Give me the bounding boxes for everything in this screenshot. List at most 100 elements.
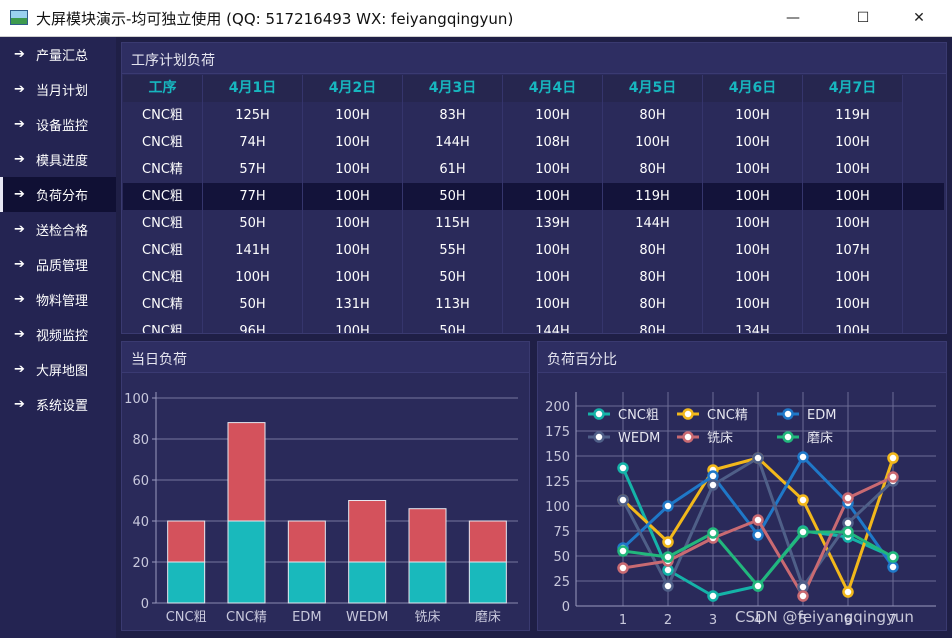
sidebar-item-7[interactable]: ➔ 物料管理 (0, 282, 116, 317)
sidebar-item-label: 大屏地图 (36, 364, 89, 379)
legend-label: WEDM (618, 431, 660, 446)
sidebar-item-5[interactable]: ➔ 送检合格 (0, 212, 116, 247)
sidebar-item-label: 设备监控 (36, 119, 89, 134)
legend-label: CNC粗 (618, 408, 659, 423)
table-row[interactable]: CNC粗 77H 100H 50H 100H 119H 100H 100H (123, 183, 944, 210)
table-cell: 96H (203, 318, 303, 333)
table-row[interactable]: CNC粗 96H 100H 50H 144H 80H 134H 100H (123, 318, 944, 333)
table-cell: 119H (603, 183, 703, 210)
table-cell: 144H (503, 318, 603, 333)
bar-segment (348, 561, 387, 604)
table-cell: CNC粗 (123, 237, 203, 264)
series-point (842, 586, 854, 598)
sidebar-item-9[interactable]: ➔ 大屏地图 (0, 352, 116, 387)
table-cell: 50H (403, 183, 503, 210)
table-cell: 100H (303, 129, 403, 156)
table-cell: 100H (803, 129, 903, 156)
series-point (707, 527, 719, 539)
series-point (707, 479, 719, 491)
table-cell: 100H (303, 183, 403, 210)
table-cell: 100H (303, 102, 403, 129)
table-header-cell[interactable]: 工序 (123, 75, 203, 102)
bar-y-tick-label: 20 (132, 556, 149, 571)
table-cell: 100H (503, 183, 603, 210)
line-x-tick-label: 2 (664, 613, 672, 628)
table-row[interactable]: CNC粗 100H 100H 50H 100H 80H 100H 100H (123, 264, 944, 291)
plan-table[interactable]: 工序 4月1日 4月2日 4月3日 4月4日 4月5日 4月6日 4月7日 CNC粗 125H 10… (123, 75, 944, 333)
table-header-cell[interactable]: 4月2日 (303, 75, 403, 102)
table-header-cell[interactable]: 4月4日 (503, 75, 603, 102)
table-cell: 134H (703, 318, 803, 333)
table-header-cell[interactable]: 4月7日 (803, 75, 903, 102)
series-point (617, 494, 629, 506)
sidebar-item-4[interactable]: ➔ 负荷分布 (0, 177, 116, 212)
table-cell: 139H (503, 210, 603, 237)
minimize-button[interactable]: — (786, 10, 800, 26)
line-y-tick-label: 75 (553, 525, 570, 540)
table-cell: 100H (503, 291, 603, 318)
table-cell: 100H (703, 129, 803, 156)
right-arrow-icon: ➔ (14, 327, 25, 342)
series-point (887, 561, 899, 573)
table-cell: CNC粗 (123, 102, 203, 129)
table-cell: 100H (203, 264, 303, 291)
table-header-cell[interactable]: 4月5日 (603, 75, 703, 102)
table-cell: 100H (503, 237, 603, 264)
sidebar-item-3[interactable]: ➔ 模具进度 (0, 142, 116, 177)
table-header-cell[interactable]: 4月6日 (703, 75, 803, 102)
right-arrow-icon: ➔ (14, 222, 25, 237)
series-point (662, 551, 674, 563)
maximize-button[interactable]: ☐ (856, 10, 870, 26)
series-point (797, 494, 809, 506)
series-point (617, 462, 629, 474)
series-point (887, 471, 899, 483)
right-arrow-icon: ➔ (14, 362, 25, 377)
table-cell: 119H (803, 102, 903, 129)
sidebar-item-2[interactable]: ➔ 设备监控 (0, 107, 116, 142)
line-y-tick-label: 50 (553, 550, 570, 565)
table-cell: 55H (403, 237, 503, 264)
series-point (662, 500, 674, 512)
line-y-tick-label: 150 (545, 450, 570, 465)
bar-x-tick-label: WEDM (346, 610, 388, 625)
bar-y-tick-label: 60 (132, 474, 149, 489)
bar-segment (348, 500, 387, 563)
table-cell: CNC粗 (123, 129, 203, 156)
line-x-tick-label: 4 (754, 613, 762, 628)
load-percent-title: 负荷百分比 (547, 352, 617, 368)
series-point (617, 562, 629, 574)
sidebar-item-10[interactable]: ➔ 系统设置 (0, 387, 116, 422)
table-row[interactable]: CNC精 57H 100H 61H 100H 80H 100H 100H (123, 156, 944, 183)
sidebar-item-1[interactable]: ➔ 当月计划 (0, 72, 116, 107)
legend-label: EDM (807, 408, 836, 423)
series-point (797, 590, 809, 602)
sidebar-item-label: 品质管理 (36, 259, 89, 274)
table-row[interactable]: CNC粗 125H 100H 83H 100H 80H 100H 119H (123, 102, 944, 129)
series-point (797, 526, 809, 538)
line-x-tick-label: 1 (619, 613, 627, 628)
right-arrow-icon: ➔ (14, 257, 25, 272)
sidebar-item-0[interactable]: ➔ 产量汇总 (0, 37, 116, 72)
table-header-cell[interactable]: 4月3日 (403, 75, 503, 102)
table-row[interactable]: CNC精 50H 131H 113H 100H 80H 100H 100H (123, 291, 944, 318)
table-cell: 100H (503, 156, 603, 183)
table-row[interactable]: CNC粗 50H 100H 115H 139H 144H 100H 100H (123, 210, 944, 237)
bar-segment (227, 520, 266, 604)
table-row[interactable]: CNC粗 74H 100H 144H 108H 100H 100H 100H (123, 129, 944, 156)
sidebar-item-label: 送检合格 (36, 224, 89, 239)
series-point (752, 452, 764, 464)
table-cell: CNC精 (123, 156, 203, 183)
table-cell: 100H (703, 156, 803, 183)
table-header-cell[interactable]: 4月1日 (203, 75, 303, 102)
bar-x-tick-label: EDM (292, 610, 321, 625)
sidebar-item-label: 模具进度 (36, 154, 89, 169)
sidebar-item-8[interactable]: ➔ 视频监控 (0, 317, 116, 352)
bar-segment (287, 561, 326, 604)
table-row[interactable]: CNC粗 141H 100H 55H 100H 80H 100H 107H (123, 237, 944, 264)
table-header-row: 工序 4月1日 4月2日 4月3日 4月4日 4月5日 4月6日 4月7日 (123, 75, 944, 102)
table-cell: 100H (803, 291, 903, 318)
table-cell: 100H (503, 264, 603, 291)
daily-load-header (122, 342, 529, 373)
close-button[interactable]: ✕ (913, 10, 925, 26)
sidebar-item-6[interactable]: ➔ 品质管理 (0, 247, 116, 282)
